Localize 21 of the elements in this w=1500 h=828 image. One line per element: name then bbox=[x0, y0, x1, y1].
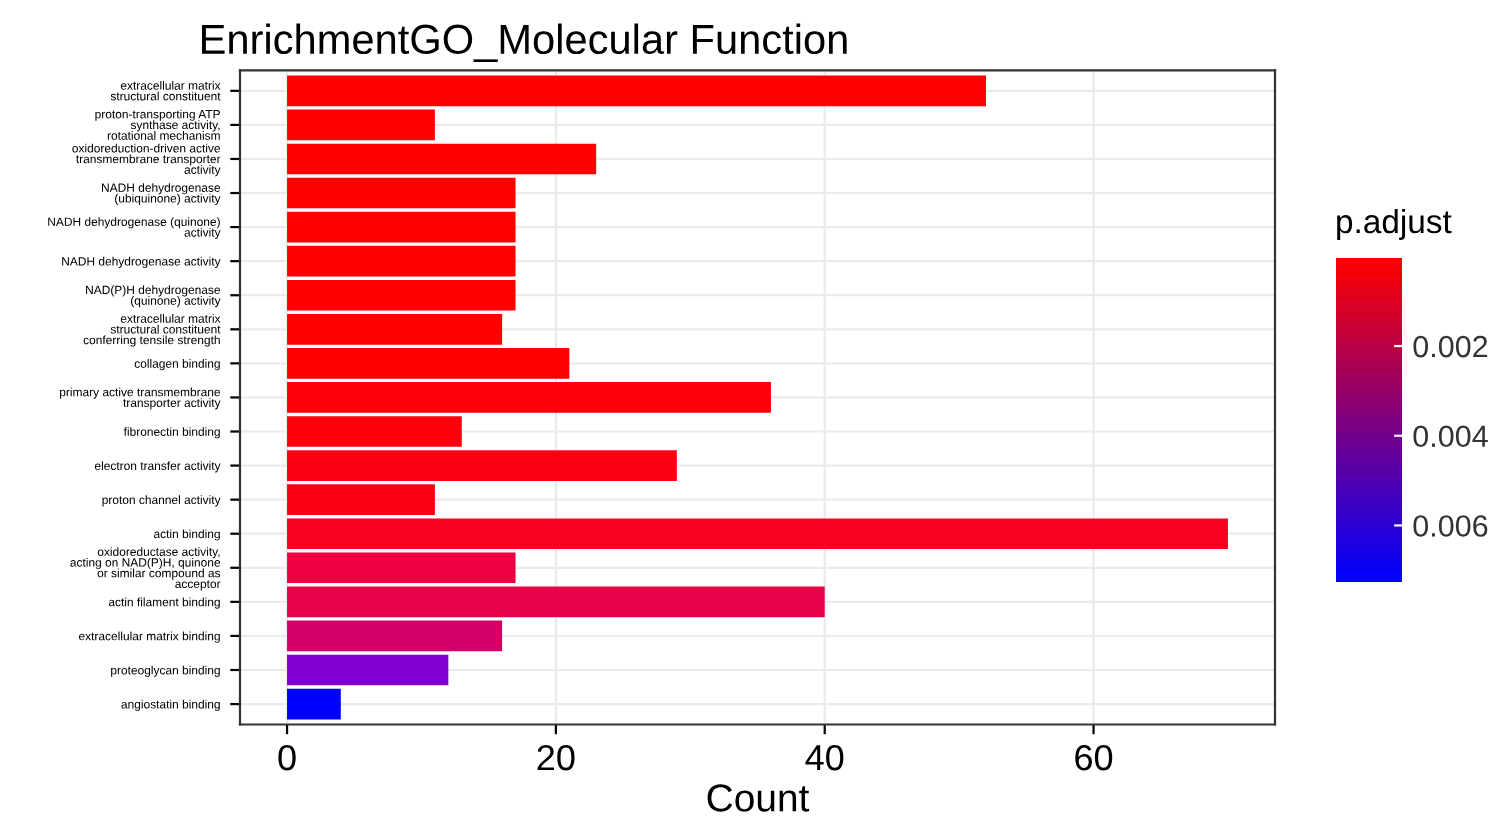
bar bbox=[287, 620, 503, 652]
bar bbox=[287, 109, 435, 141]
x-axis-title: Count bbox=[707, 784, 810, 812]
bar bbox=[287, 552, 516, 584]
x-tick-label: 20 bbox=[537, 744, 575, 771]
bar bbox=[287, 245, 516, 277]
color-bar-label: 0.006 bbox=[1413, 515, 1488, 537]
bar bbox=[287, 586, 825, 618]
x-tick-label: 0 bbox=[278, 744, 296, 771]
x-tick-label: 60 bbox=[1075, 744, 1113, 771]
bar bbox=[287, 688, 341, 720]
color-bar-title: p.adjust bbox=[1337, 208, 1452, 240]
chart-title: EnrichmentGO_Molecular Function bbox=[202, 23, 847, 62]
bar bbox=[287, 177, 516, 209]
bar bbox=[287, 143, 597, 175]
bar bbox=[287, 75, 987, 107]
bar bbox=[287, 654, 449, 686]
x-tick-label: 40 bbox=[805, 744, 844, 771]
bar bbox=[287, 211, 516, 243]
color-bar-label: 0.002 bbox=[1413, 335, 1488, 358]
color-bar-label: 0.004 bbox=[1413, 425, 1488, 448]
